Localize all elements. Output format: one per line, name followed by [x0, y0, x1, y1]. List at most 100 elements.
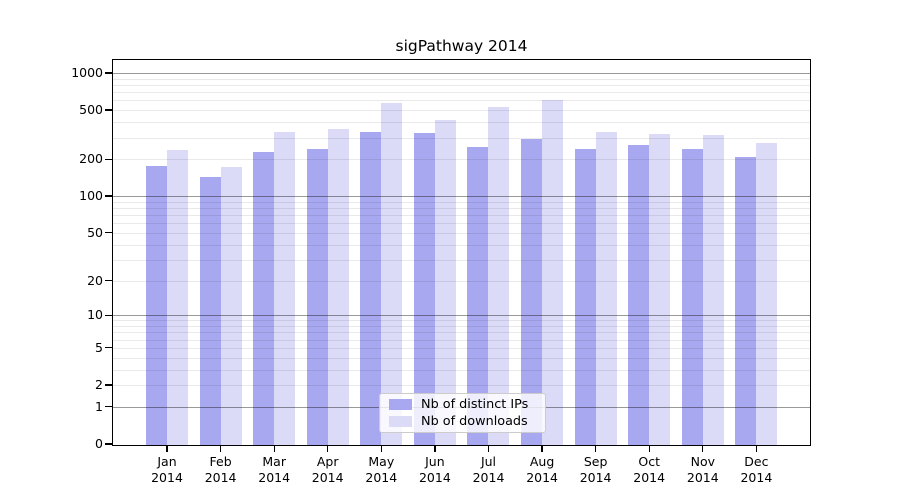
bar-ips-jul [467, 147, 489, 445]
gridline-minor-400 [113, 122, 810, 124]
gridline-minor-700 [113, 92, 810, 94]
bar-downloads-jan [167, 150, 188, 445]
x-tick-jun [434, 446, 436, 452]
y-tick-0 [105, 443, 112, 445]
x-tick-label-feb: Feb 2014 [189, 454, 253, 486]
x-label-year-jan: 2014 [151, 470, 183, 485]
gridline-minor-30 [113, 259, 810, 261]
gridline-minor-9 [113, 320, 810, 322]
bar-downloads-jun [434, 120, 456, 445]
plot-area: Nb of distinct IPs Nb of downloads [112, 59, 811, 446]
bar-ips-mar [253, 152, 275, 445]
bar-ips-apr [306, 148, 328, 445]
y-tick-label-200: 200 [79, 151, 103, 167]
gridline-minor-800 [113, 84, 810, 86]
x-label-year-jul: 2014 [472, 470, 505, 485]
x-label-month-jun: Jun [425, 454, 445, 469]
x-label-year-aug: 2014 [526, 470, 558, 485]
y-tick-500 [105, 109, 112, 111]
gridline-major-1000 [113, 73, 810, 74]
x-label-month-apr: Apr [316, 454, 339, 469]
bar-ips-dec [735, 157, 757, 445]
y-tick-label-20: 20 [87, 272, 103, 288]
gridline-minor-900 [113, 78, 810, 80]
x-label-month-jan: Jan [157, 454, 177, 469]
gridline-major-10 [113, 315, 810, 317]
y-tick-label-2: 2 [95, 377, 103, 392]
gridline-minor-6 [113, 339, 810, 341]
bar-downloads-jul [488, 107, 510, 445]
y-tick-label-5: 5 [95, 339, 103, 355]
x-label-month-dec: Dec [744, 454, 769, 469]
legend: Nb of distinct IPs Nb of downloads [379, 393, 546, 433]
x-tick-feb [219, 446, 222, 452]
x-tick-jul [487, 446, 490, 452]
y-tick-1 [105, 406, 112, 408]
x-tick-label-may: May 2014 [349, 454, 413, 486]
gridline-minor-60 [113, 223, 810, 225]
x-label-month-sep: Sep [583, 454, 608, 469]
gridline-minor-8 [113, 326, 810, 327]
gridline-minor-90 [113, 201, 810, 203]
x-tick-mar [273, 446, 275, 452]
y-tick-2 [105, 384, 112, 386]
legend-label-downloads: Nb of downloads [421, 413, 528, 429]
y-tick-label-0: 0 [95, 436, 103, 451]
bar-downloads-may [381, 103, 403, 445]
x-tick-sep [594, 446, 597, 452]
x-tick-apr [327, 446, 329, 452]
x-tick-label-sep: Sep 2014 [564, 454, 628, 486]
gridline-minor-7 [113, 332, 810, 334]
x-label-year-nov: 2014 [686, 470, 719, 485]
x-label-year-feb: 2014 [204, 470, 237, 485]
x-tick-label-jan: Jan 2014 [135, 454, 199, 486]
y-tick-label-1: 1 [95, 398, 103, 414]
x-tick-oct [648, 446, 650, 452]
bar-ips-may [360, 131, 382, 445]
y-tick-label-1000: 1000 [71, 65, 103, 80]
bar-ips-jan [146, 165, 167, 445]
x-tick-may [380, 446, 382, 452]
x-label-year-may: 2014 [365, 470, 398, 485]
gridline-minor-4 [113, 357, 810, 359]
x-label-month-jul: Jul [480, 454, 497, 469]
y-tick-label-500: 500 [79, 102, 103, 118]
gridline-major-100 [113, 196, 810, 198]
y-tick-5 [105, 347, 112, 349]
bar-ips-oct [628, 144, 650, 445]
chart-title: sigPathway 2014 [395, 37, 528, 55]
bar-ips-nov [681, 148, 703, 445]
x-label-month-feb: Feb [209, 454, 232, 469]
gridline-minor-50 [113, 232, 810, 234]
gridline-minor-2 [113, 385, 810, 386]
bar-downloads-feb [220, 167, 242, 445]
x-tick-aug [541, 446, 543, 452]
x-tick-label-nov: Nov 2014 [671, 454, 735, 486]
gridline-minor-500 [113, 110, 810, 112]
gridline-minor-20 [113, 280, 810, 282]
gridline-minor-40 [113, 244, 810, 246]
gridline-minor-80 [113, 208, 810, 209]
x-label-year-jun: 2014 [418, 470, 451, 485]
bar-ips-aug [521, 139, 543, 445]
bar-downloads-sep [595, 131, 617, 445]
bar-downloads-nov [702, 135, 724, 445]
bar-ips-jun [413, 132, 435, 445]
legend-item-distinct-ips: Nb of distinct IPs [389, 397, 545, 412]
bar-downloads-oct [649, 134, 671, 445]
x-tick-label-jun: Jun 2014 [403, 454, 467, 486]
x-tick-nov [702, 446, 704, 452]
bar-downloads-dec [756, 143, 778, 445]
y-tick-1000 [105, 72, 112, 74]
gridline-minor-600 [113, 100, 810, 102]
x-label-year-mar: 2014 [258, 470, 291, 485]
x-label-month-may: May [368, 454, 395, 469]
x-tick-label-mar: Mar 2014 [242, 454, 306, 486]
y-tick-200 [105, 158, 112, 160]
x-label-year-dec: 2014 [740, 470, 773, 485]
legend-swatch-distinct-ips [389, 399, 412, 410]
gridline-minor-3 [113, 369, 810, 371]
y-tick-label-100: 100 [79, 188, 103, 204]
x-tick-label-jul: Jul 2014 [457, 454, 521, 486]
